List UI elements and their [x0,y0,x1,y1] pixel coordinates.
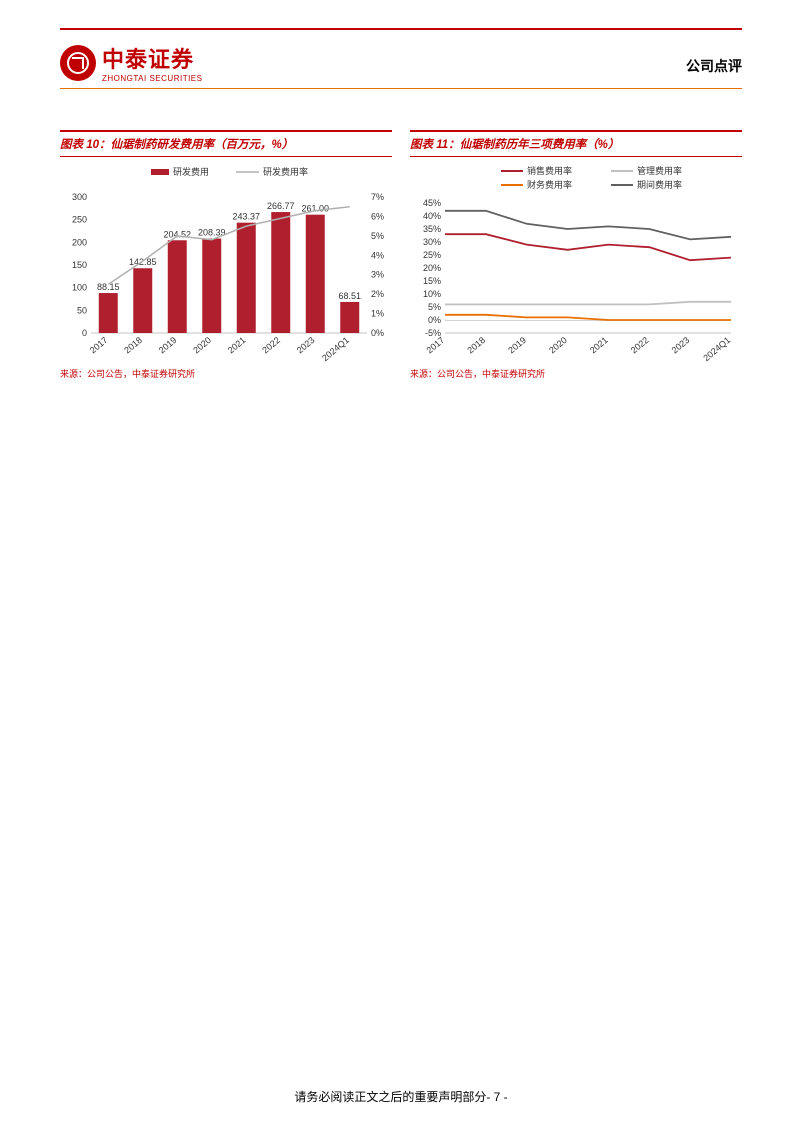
svg-text:2%: 2% [371,289,384,299]
svg-text:2024Q1: 2024Q1 [701,335,732,363]
chart-10-block: 图表 10：仙琚制药研发费用率（百万元，%） 研发费用 研发费用率 0 50 100 15… [60,130,392,380]
svg-text:0%: 0% [371,328,384,338]
svg-text:266.77: 266.77 [267,201,295,211]
chart-10-source: 来源：公司公告，中泰证券研究所 [60,367,392,380]
svg-text:2022: 2022 [629,335,651,356]
svg-text:100: 100 [72,283,87,293]
chart-11-source: 来源：公司公告，中泰证券研究所 [410,367,742,380]
svg-text:10%: 10% [423,289,441,299]
svg-text:15%: 15% [423,276,441,286]
document-type: 公司点评 [686,56,742,76]
svg-text:3%: 3% [371,270,384,280]
svg-text:6%: 6% [371,211,384,221]
chart-11-block: 图表 11：仙琚制药历年三项费用率（%） 销售费用率 管理费用率财务费用率 期间费用… [410,130,742,380]
chart-10-title: 图表 10：仙琚制药研发费用率（百万元，%） [60,130,392,157]
footer-page-number: - 7 - [486,1090,507,1104]
logo-cn-text: 中泰证券 [102,42,202,74]
svg-text:5%: 5% [371,231,384,241]
svg-text:25%: 25% [423,250,441,260]
svg-text:30%: 30% [423,237,441,247]
svg-text:2019: 2019 [506,335,528,356]
svg-text:50: 50 [77,305,87,315]
svg-text:5%: 5% [428,302,441,312]
svg-text:2023: 2023 [670,335,692,356]
svg-text:200: 200 [72,237,87,247]
chart-11-svg: 销售费用率管理费用率财务费用率期间费用率-5%0%5%10%15%20%25%3… [410,163,742,363]
svg-text:2019: 2019 [157,335,179,356]
svg-text:300: 300 [72,192,87,202]
page-header: 中泰证券 ZHONGTAI SECURITIES 公司点评 [60,42,742,83]
svg-text:2018: 2018 [122,335,144,356]
svg-text:250: 250 [72,215,87,225]
svg-text:2021: 2021 [226,335,248,356]
svg-text:2023: 2023 [295,335,317,356]
svg-text:管理费用率: 管理费用率 [637,165,682,176]
svg-text:2020: 2020 [547,335,569,356]
svg-text:2020: 2020 [191,335,213,356]
svg-text:142.85: 142.85 [129,257,157,267]
svg-text:40%: 40% [423,211,441,221]
svg-text:2022: 2022 [260,335,282,356]
svg-text:销售费用率: 销售费用率 [527,165,572,176]
chart-10-svg: 研发费用 研发费用率 0 50 100 150 200 250 300 0% 1% 2% 3% 4% 5% 6… [60,163,392,363]
svg-text:研发费用: 研发费用 [173,166,209,177]
svg-text:2018: 2018 [465,335,487,356]
svg-text:45%: 45% [423,198,441,208]
svg-text:68.51: 68.51 [338,291,361,301]
svg-text:2024Q1: 2024Q1 [320,335,351,363]
svg-text:204.52: 204.52 [163,229,191,239]
svg-text:2021: 2021 [588,335,610,356]
svg-text:4%: 4% [371,250,384,260]
svg-text:35%: 35% [423,224,441,234]
svg-text:7%: 7% [371,192,384,202]
svg-text:150: 150 [72,260,87,270]
svg-text:期间费用率: 期间费用率 [637,179,682,190]
svg-text:研发费用率: 研发费用率 [263,166,308,177]
svg-text:20%: 20% [423,263,441,273]
svg-text:0%: 0% [428,315,441,325]
svg-text:243.37: 243.37 [232,212,260,222]
logo-icon [60,45,96,81]
footer-disclaimer: 请务必阅读正文之后的重要声明部分 [294,1090,486,1104]
chart-11-title: 图表 11：仙琚制药历年三项费用率（%） [410,130,742,157]
svg-text:财务费用率: 财务费用率 [527,179,572,190]
svg-text:1%: 1% [371,309,384,319]
svg-text:0: 0 [82,328,87,338]
header-divider [60,88,742,89]
svg-text:2017: 2017 [88,335,110,356]
company-logo: 中泰证券 ZHONGTAI SECURITIES [60,42,202,83]
page-footer: 请务必阅读正文之后的重要声明部分- 7 - [0,1088,802,1105]
top-red-border [60,28,742,30]
logo-en-text: ZHONGTAI SECURITIES [102,74,202,83]
charts-container: 图表 10：仙琚制药研发费用率（百万元，%） 研发费用 研发费用率 0 50 100 15… [60,130,742,380]
